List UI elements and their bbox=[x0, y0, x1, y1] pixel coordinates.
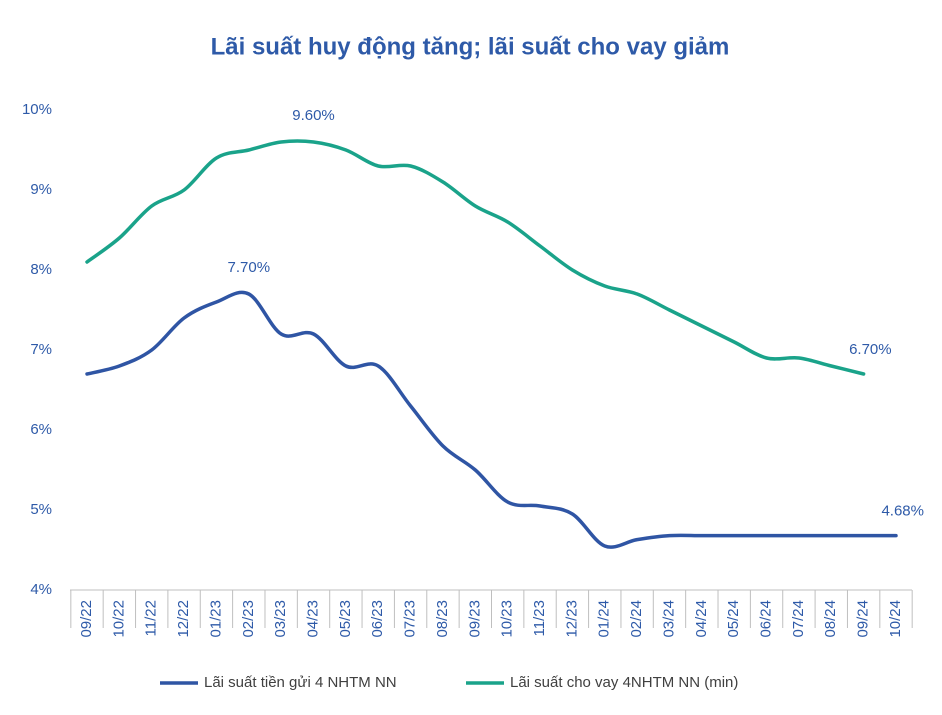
x-tick-label: 12/23 bbox=[563, 600, 580, 638]
x-tick-label: 10/24 bbox=[887, 600, 904, 638]
x-tick-label: 05/23 bbox=[337, 600, 354, 638]
y-tick-label: 5% bbox=[30, 501, 52, 518]
x-tick-label: 08/24 bbox=[822, 600, 839, 638]
legend-label: Lãi suất cho vay 4NHTM NN (min) bbox=[510, 674, 738, 691]
x-tick-label: 02/23 bbox=[240, 600, 257, 638]
y-tick-label: 7% bbox=[30, 341, 52, 358]
y-tick-label: 8% bbox=[30, 261, 52, 278]
x-tick-label: 08/23 bbox=[434, 600, 451, 638]
x-tick-label: 03/24 bbox=[660, 600, 677, 638]
x-tick-label: 03/23 bbox=[272, 600, 289, 638]
x-tick-label: 11/22 bbox=[143, 600, 160, 636]
data-label: 4.68% bbox=[881, 503, 924, 520]
legend-label: Lãi suất tiền gửi 4 NHTM NN bbox=[204, 674, 397, 691]
x-tick-label: 12/22 bbox=[175, 600, 192, 638]
x-tick-label: 11/23 bbox=[531, 600, 548, 636]
y-tick-label: 9% bbox=[30, 181, 52, 198]
x-tick-label: 09/23 bbox=[466, 600, 483, 638]
x-tick-label: 06/23 bbox=[369, 600, 386, 638]
x-tick-label: 01/23 bbox=[207, 600, 224, 638]
y-tick-label: 6% bbox=[30, 421, 52, 438]
x-tick-label: 05/24 bbox=[725, 600, 742, 638]
y-tick-label: 4% bbox=[30, 581, 52, 598]
x-tick-label: 10/22 bbox=[110, 600, 127, 638]
x-tick-label: 07/24 bbox=[790, 600, 807, 638]
data-label: 9.60% bbox=[292, 107, 335, 124]
x-tick-label: 10/23 bbox=[499, 600, 516, 638]
y-tick-label: 10% bbox=[22, 101, 52, 118]
x-tick-label: 09/24 bbox=[855, 600, 872, 638]
series-line bbox=[85, 290, 898, 549]
x-tick-label: 01/24 bbox=[596, 600, 613, 638]
x-tick-label: 04/24 bbox=[693, 600, 710, 638]
x-tick-label: 04/23 bbox=[304, 600, 321, 638]
series-line bbox=[85, 139, 866, 376]
x-tick-label: 06/24 bbox=[758, 600, 775, 638]
x-tick-label: 07/23 bbox=[402, 600, 419, 638]
x-tick-label: 09/22 bbox=[78, 600, 95, 638]
chart-title: Lãi suất huy động tăng; lãi suất cho vay… bbox=[211, 33, 730, 60]
x-tick-label: 02/24 bbox=[628, 600, 645, 638]
data-label: 6.70% bbox=[849, 341, 892, 358]
data-label: 7.70% bbox=[228, 259, 271, 276]
